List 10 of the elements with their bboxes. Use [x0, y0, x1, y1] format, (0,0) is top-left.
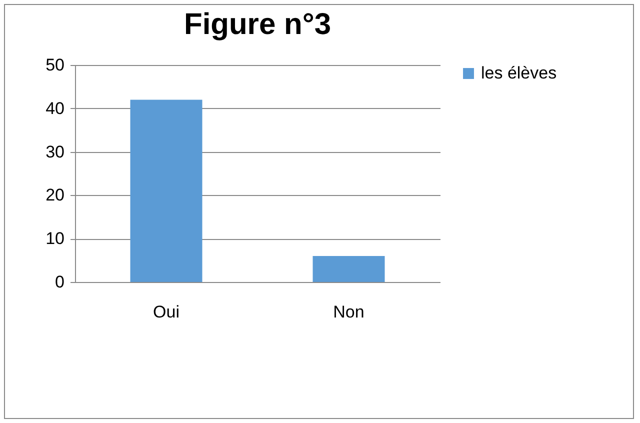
chart-title: Figure n°3: [184, 8, 332, 41]
y-tick-label: 0: [55, 272, 64, 292]
y-tick-label: 20: [46, 186, 64, 205]
y-tick-label: 50: [46, 56, 64, 74]
y-tick-label: 10: [46, 229, 64, 248]
x-tick-label: Non: [333, 302, 364, 322]
y-tick-label: 30: [46, 142, 64, 162]
y-tick-label: 40: [46, 98, 64, 118]
x-tick-label: Oui: [153, 302, 180, 322]
legend-label: les élèves: [481, 64, 557, 82]
